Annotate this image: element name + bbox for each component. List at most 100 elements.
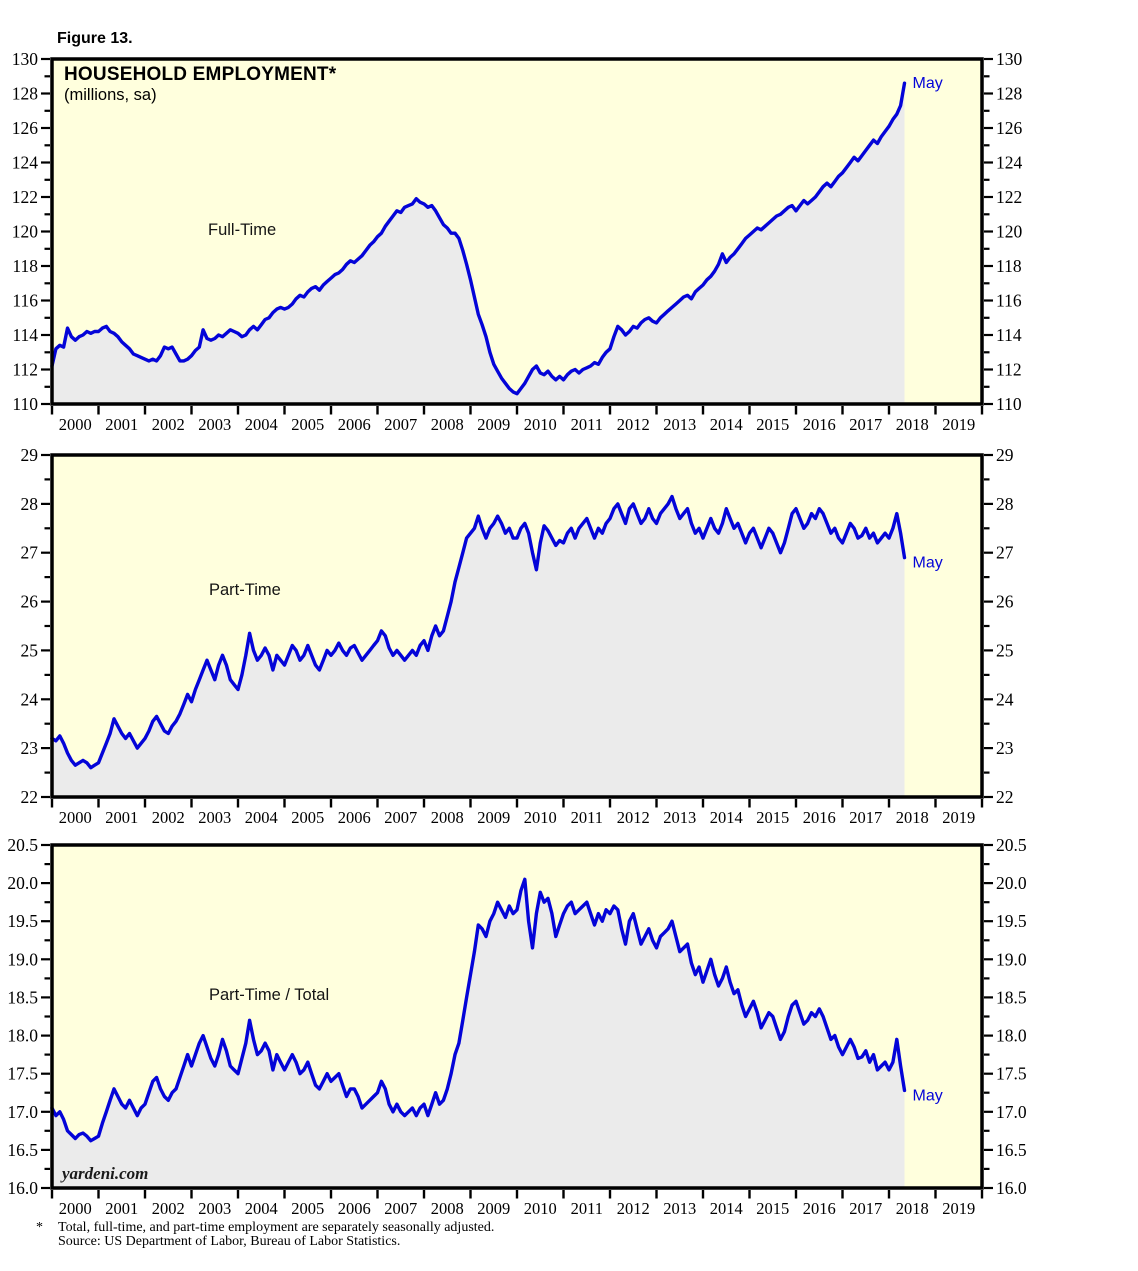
chart-title: HOUSEHOLD EMPLOYMENT*	[64, 64, 337, 85]
svg-text:2008: 2008	[431, 1199, 464, 1218]
svg-text:2012: 2012	[617, 1199, 650, 1218]
panel-3-x-labels: 2000 2001 2002 2003 2004 2005 2006 2007 2008 2009…	[59, 1199, 975, 1218]
svg-text:122: 122	[12, 187, 38, 207]
svg-text:2000: 2000	[59, 808, 92, 827]
svg-text:2011: 2011	[571, 808, 603, 827]
svg-text:2001: 2001	[105, 415, 138, 434]
svg-text:116: 116	[996, 291, 1022, 311]
panel-1-area-fill	[52, 83, 905, 404]
svg-text:130: 130	[12, 49, 39, 69]
svg-text:2002: 2002	[152, 808, 185, 827]
panel-1-x-labels: 2000 2001 2002 2003 2004 2005 2006 2007 2008 2009…	[59, 415, 975, 434]
svg-text:2019: 2019	[942, 1199, 975, 1218]
svg-text:2007: 2007	[384, 415, 417, 434]
svg-text:112: 112	[12, 360, 38, 380]
figure-label: Figure 13.	[57, 30, 133, 47]
panel-2-x-ticks	[50, 799, 984, 808]
svg-text:26: 26	[21, 592, 39, 612]
svg-text:2017: 2017	[849, 1199, 882, 1218]
svg-text:2006: 2006	[338, 415, 371, 434]
svg-text:24: 24	[21, 689, 39, 709]
svg-text:18.0: 18.0	[7, 1026, 38, 1046]
svg-text:2019: 2019	[942, 415, 975, 434]
svg-text:19.0: 19.0	[996, 949, 1027, 969]
svg-text:2000: 2000	[59, 1199, 92, 1218]
panel-3-y-labels: 16.0 16.0 16.5 16.5 17.0 17.0 17.5 17.5 18.0 18.0…	[7, 835, 1027, 1198]
svg-text:118: 118	[996, 256, 1022, 276]
svg-text:2016: 2016	[803, 415, 836, 434]
svg-text:2016: 2016	[803, 1199, 836, 1218]
svg-text:17.0: 17.0	[7, 1102, 38, 1122]
panel-3: 16.0 16.0 16.5 16.5 17.0 17.0 17.5 17.5 18.0 18.0…	[7, 835, 1027, 1218]
svg-text:110: 110	[996, 394, 1022, 414]
series-label-part-time: Part-Time	[209, 581, 281, 599]
svg-text:2006: 2006	[338, 1199, 371, 1218]
svg-text:2002: 2002	[152, 415, 185, 434]
svg-text:2005: 2005	[291, 415, 324, 434]
svg-text:29: 29	[996, 445, 1014, 465]
svg-text:2003: 2003	[198, 415, 231, 434]
svg-text:2008: 2008	[431, 415, 464, 434]
svg-text:120: 120	[12, 222, 39, 242]
panel-3-area-fill	[52, 879, 905, 1188]
svg-text:2018: 2018	[896, 1199, 929, 1218]
svg-text:128: 128	[996, 84, 1023, 104]
panel-1-series-line	[50, 81, 907, 396]
svg-text:23: 23	[996, 738, 1014, 758]
svg-text:2004: 2004	[245, 808, 278, 827]
svg-text:16.0: 16.0	[996, 1178, 1027, 1198]
svg-text:2017: 2017	[849, 415, 882, 434]
svg-text:2018: 2018	[896, 808, 929, 827]
svg-text:2015: 2015	[756, 808, 789, 827]
panel-2-x-labels: 2000 2001 2002 2003 2004 2005 2006 2007 2008 2009…	[59, 808, 975, 827]
svg-text:2015: 2015	[756, 415, 789, 434]
svg-text:120: 120	[996, 222, 1023, 242]
svg-text:28: 28	[21, 494, 39, 514]
panel-3-border	[50, 843, 984, 1190]
svg-text:124: 124	[12, 153, 39, 173]
svg-text:2001: 2001	[105, 808, 138, 827]
svg-text:2014: 2014	[710, 808, 743, 827]
svg-text:2005: 2005	[291, 808, 324, 827]
svg-text:29: 29	[21, 445, 39, 465]
svg-text:2006: 2006	[338, 808, 371, 827]
svg-text:20.0: 20.0	[7, 873, 38, 893]
svg-text:20.5: 20.5	[996, 835, 1027, 855]
svg-text:130: 130	[996, 49, 1023, 69]
svg-text:2002: 2002	[152, 1199, 185, 1218]
svg-text:22: 22	[996, 787, 1014, 807]
svg-text:2009: 2009	[477, 1199, 510, 1218]
svg-text:27: 27	[996, 543, 1014, 563]
svg-text:2010: 2010	[524, 415, 557, 434]
svg-text:2017: 2017	[849, 808, 882, 827]
panel-3-x-ticks	[50, 1190, 984, 1199]
svg-text:24: 24	[996, 689, 1014, 709]
svg-text:19.5: 19.5	[7, 911, 38, 931]
footnote-line-2: Source: US Department of Labor, Bureau o…	[58, 1233, 401, 1249]
svg-text:19.5: 19.5	[996, 911, 1027, 931]
svg-text:2009: 2009	[477, 808, 510, 827]
svg-text:126: 126	[996, 118, 1023, 138]
svg-text:2010: 2010	[524, 808, 557, 827]
panel-2-y-labels: 22 22 23 23 24 24 25 25 26 26 27 27 28 28 29 29	[21, 445, 1014, 807]
watermark-yardeni: yardeni.com	[62, 1164, 149, 1183]
svg-text:2007: 2007	[384, 1199, 417, 1218]
panel-3-may-label: May	[913, 1087, 943, 1104]
svg-text:2013: 2013	[663, 415, 696, 434]
svg-text:2015: 2015	[756, 1199, 789, 1218]
svg-text:17.5: 17.5	[996, 1064, 1027, 1084]
svg-text:110: 110	[12, 394, 38, 414]
panel-1-y-labels: 110 110 112 112 114 114 116 116 118 118 120 120 122 1…	[12, 49, 1023, 414]
series-label-part-time-total: Part-Time / Total	[209, 986, 330, 1004]
svg-text:116: 116	[12, 291, 38, 311]
svg-text:2012: 2012	[617, 808, 650, 827]
svg-text:2018: 2018	[896, 415, 929, 434]
svg-text:2014: 2014	[710, 1199, 743, 1218]
svg-text:2003: 2003	[198, 808, 231, 827]
svg-text:27: 27	[21, 543, 39, 563]
svg-text:2003: 2003	[198, 1199, 231, 1218]
svg-text:124: 124	[996, 153, 1023, 173]
svg-text:28: 28	[996, 494, 1014, 514]
